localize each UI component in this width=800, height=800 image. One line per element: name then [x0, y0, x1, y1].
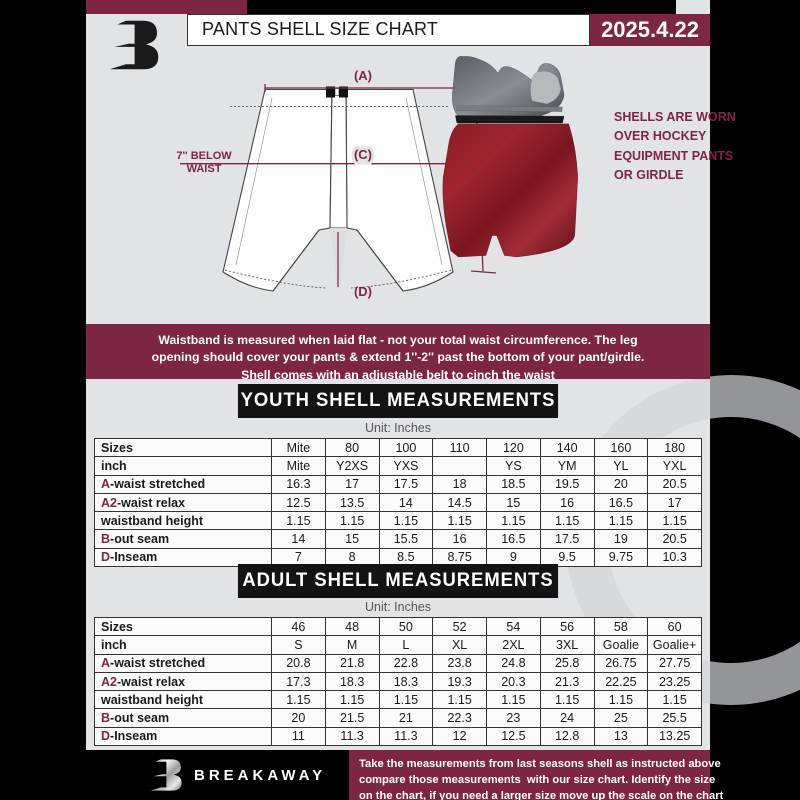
svg-text:WAIST: WAIST [187, 163, 222, 175]
svg-text:7'' BELOW: 7'' BELOW [176, 150, 232, 162]
svg-text:(A): (A) [354, 68, 372, 83]
svg-text:(D): (D) [354, 284, 372, 299]
svg-text:(C): (C) [354, 147, 372, 162]
